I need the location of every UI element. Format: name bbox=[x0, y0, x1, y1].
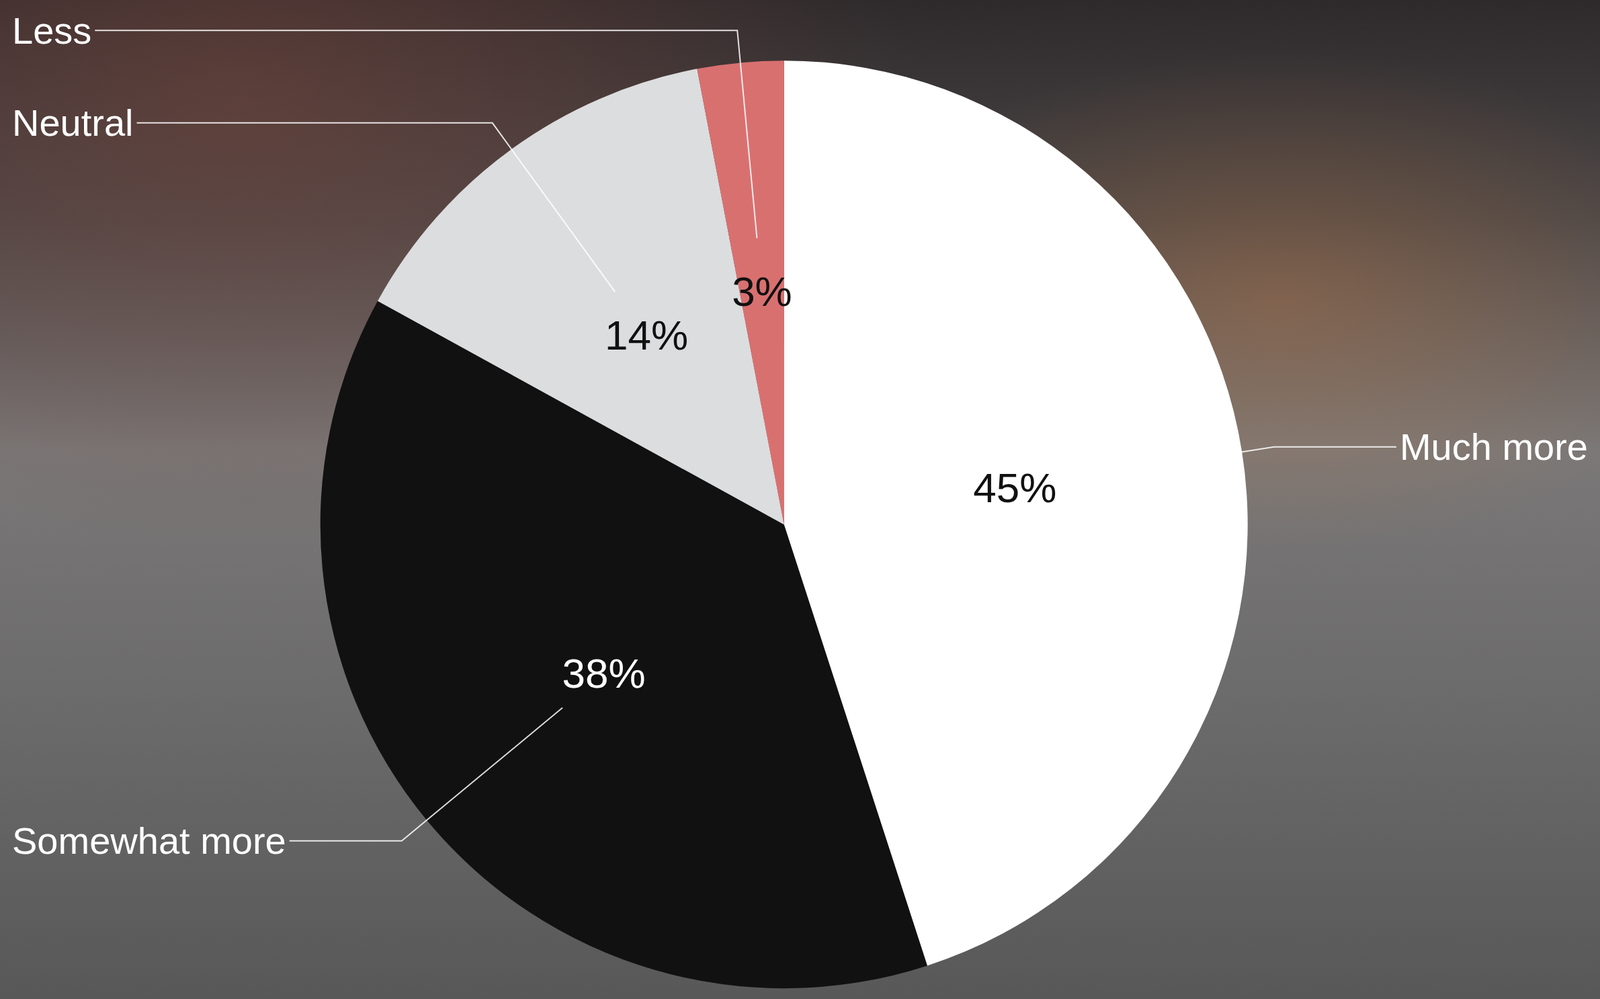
svg-text:Less: Less bbox=[12, 9, 92, 52]
svg-text:14%: 14% bbox=[604, 311, 689, 359]
svg-text:Neutral: Neutral bbox=[12, 101, 134, 144]
svg-text:38%: 38% bbox=[562, 649, 646, 697]
svg-text:Much more: Much more bbox=[1399, 425, 1588, 468]
svg-text:3%: 3% bbox=[731, 268, 793, 315]
svg-text:Somewhat more: Somewhat more bbox=[12, 819, 287, 862]
svg-text:45%: 45% bbox=[973, 464, 1057, 511]
